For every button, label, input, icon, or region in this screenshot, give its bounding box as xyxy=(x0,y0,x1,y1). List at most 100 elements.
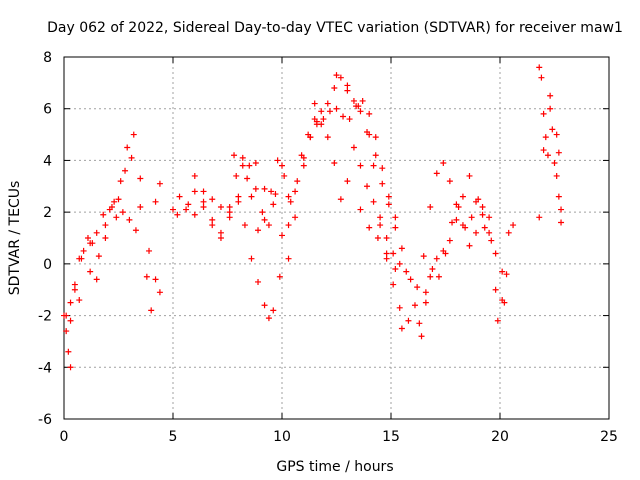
data-point xyxy=(427,203,434,210)
data-point xyxy=(553,131,560,138)
data-point xyxy=(174,211,181,218)
data-point xyxy=(246,162,253,169)
data-point xyxy=(326,108,333,115)
data-point xyxy=(333,72,340,79)
data-point xyxy=(63,328,70,335)
x-tick-label: 10 xyxy=(273,429,291,445)
data-point xyxy=(261,216,268,223)
data-point xyxy=(300,162,307,169)
data-point xyxy=(231,152,238,159)
data-point xyxy=(549,126,556,133)
data-point xyxy=(355,103,362,110)
data-point xyxy=(170,206,176,213)
data-point xyxy=(261,302,268,309)
x-tick-label: 25 xyxy=(600,429,618,445)
data-point xyxy=(370,198,377,205)
data-point xyxy=(372,152,379,159)
data-point xyxy=(337,196,344,203)
data-point xyxy=(287,198,294,205)
data-point xyxy=(281,172,288,179)
data-point xyxy=(374,235,381,241)
data-point xyxy=(494,317,501,324)
data-point xyxy=(320,116,327,123)
series-track-h xyxy=(285,74,403,311)
data-point xyxy=(217,235,224,241)
data-point xyxy=(449,219,456,226)
data-point xyxy=(137,203,144,210)
series-track-m xyxy=(398,172,510,340)
data-point xyxy=(226,214,233,221)
data-point xyxy=(255,278,262,285)
data-point xyxy=(385,193,392,200)
data-point xyxy=(324,100,331,107)
data-point xyxy=(499,268,506,275)
data-point xyxy=(176,193,183,200)
axis-ticks: 0 5 10 15 20 25 -6 -4 -2 0 2 4 6 8 xyxy=(38,50,618,445)
data-point xyxy=(100,211,107,218)
data-point xyxy=(383,235,390,241)
series-track-g xyxy=(231,118,320,234)
data-point xyxy=(383,255,390,262)
data-point xyxy=(226,203,233,210)
data-point xyxy=(292,214,299,221)
data-point xyxy=(536,214,543,221)
data-point xyxy=(318,121,325,128)
data-point xyxy=(542,134,549,141)
data-point xyxy=(396,260,403,267)
y-tick-label: 2 xyxy=(43,205,52,221)
series-track-p xyxy=(536,64,565,226)
data-point xyxy=(396,304,403,311)
data-point xyxy=(390,250,397,257)
data-point xyxy=(414,284,421,291)
data-point xyxy=(268,188,275,195)
data-point xyxy=(239,154,246,161)
series-track-l xyxy=(357,206,399,273)
data-point xyxy=(285,222,292,229)
data-point xyxy=(344,87,351,94)
data-point xyxy=(148,307,155,314)
data-point xyxy=(113,214,120,221)
data-point xyxy=(233,172,240,179)
data-point xyxy=(346,116,353,123)
data-point xyxy=(433,255,440,262)
data-point xyxy=(102,235,109,241)
data-point xyxy=(292,188,299,195)
series-track-d xyxy=(170,160,292,262)
series-track-e xyxy=(174,198,283,322)
y-axis-label: SDTVAR / TECUs xyxy=(7,181,23,296)
data-point xyxy=(248,193,255,200)
data-point xyxy=(270,307,277,314)
data-point xyxy=(370,162,377,169)
data-point xyxy=(80,247,87,254)
data-point xyxy=(130,131,137,138)
data-point xyxy=(183,206,190,213)
data-point xyxy=(255,227,262,234)
data-point xyxy=(124,144,131,151)
data-point xyxy=(392,214,399,221)
data-point xyxy=(261,185,268,192)
data-point xyxy=(481,224,488,231)
data-point xyxy=(486,214,493,221)
data-point xyxy=(468,214,475,221)
data-point xyxy=(446,237,453,244)
data-point xyxy=(503,271,510,278)
data-point xyxy=(433,170,440,177)
data-point xyxy=(333,105,340,112)
data-point xyxy=(540,147,547,154)
y-tick-label: 4 xyxy=(43,153,52,169)
data-point xyxy=(405,317,412,324)
data-point xyxy=(311,116,318,123)
data-point xyxy=(377,222,384,229)
x-tick-label: 20 xyxy=(491,429,509,445)
data-point xyxy=(462,224,469,231)
data-point xyxy=(126,216,133,223)
data-point xyxy=(547,92,554,99)
data-point xyxy=(200,203,207,210)
data-point xyxy=(67,299,74,306)
x-tick-label: 0 xyxy=(60,429,69,445)
data-point xyxy=(392,266,399,273)
data-point xyxy=(108,203,115,210)
data-point xyxy=(71,281,78,288)
data-point xyxy=(119,209,126,216)
plot-frame xyxy=(63,56,610,420)
